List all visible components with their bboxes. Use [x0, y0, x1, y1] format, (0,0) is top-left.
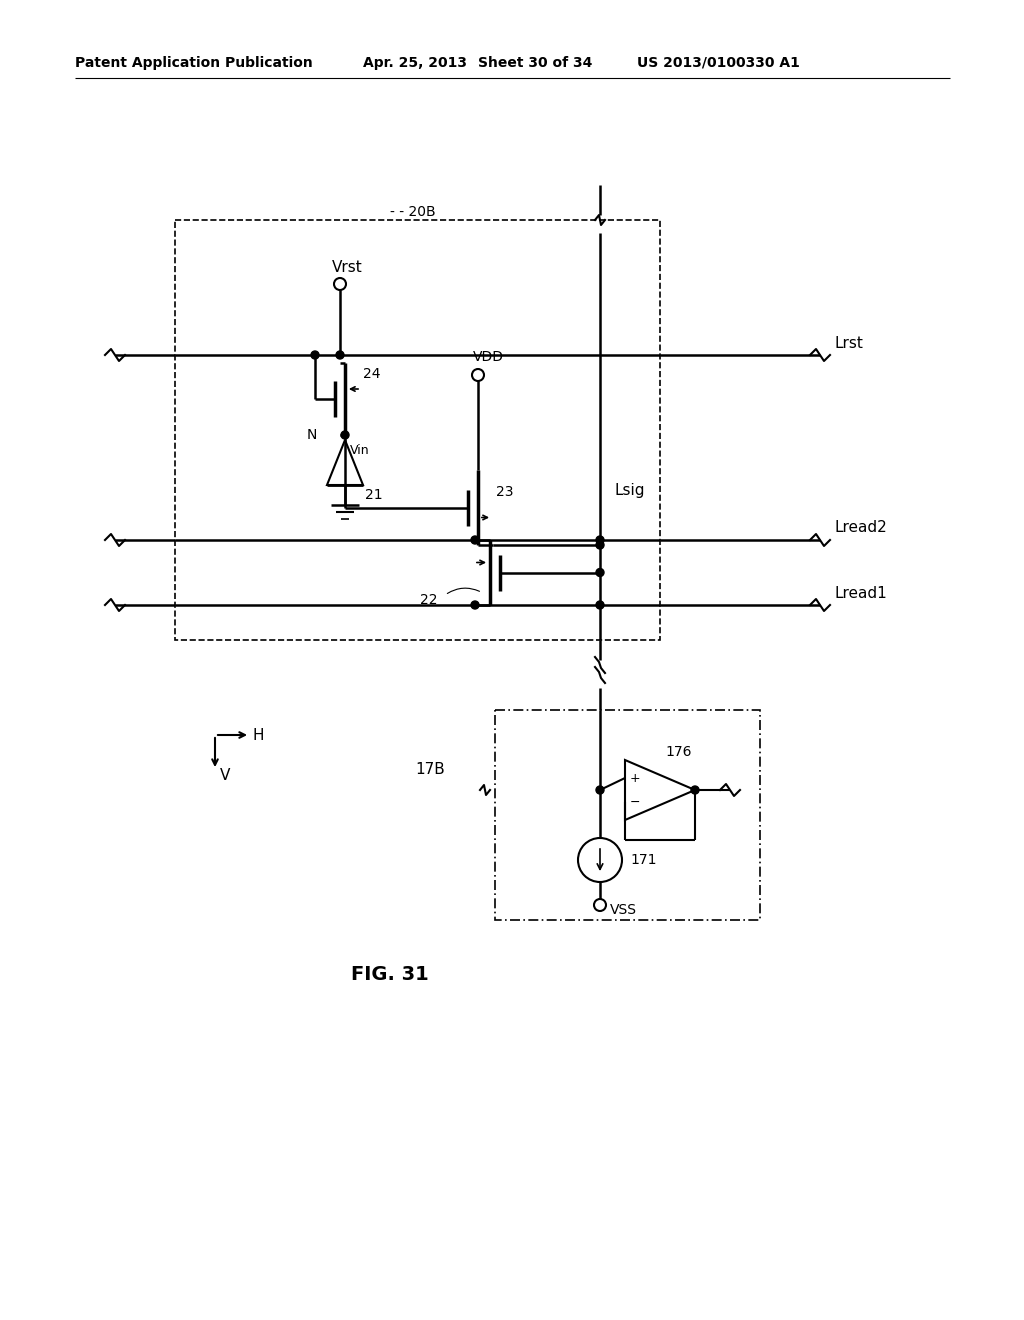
Text: H: H — [252, 727, 263, 742]
Text: 21: 21 — [365, 488, 383, 502]
Circle shape — [596, 536, 604, 544]
Text: Lread1: Lread1 — [835, 586, 888, 601]
Text: Lrst: Lrst — [835, 335, 864, 351]
Text: Patent Application Publication: Patent Application Publication — [75, 55, 312, 70]
Text: Apr. 25, 2013: Apr. 25, 2013 — [362, 55, 467, 70]
Text: N: N — [307, 428, 317, 442]
Text: +: + — [630, 771, 641, 784]
Text: 22: 22 — [420, 593, 437, 607]
Circle shape — [596, 569, 604, 577]
Circle shape — [596, 785, 604, 795]
Text: VDD: VDD — [473, 350, 504, 364]
Circle shape — [691, 785, 699, 795]
Text: - - 20B: - - 20B — [390, 205, 435, 219]
Text: Lsig: Lsig — [615, 483, 645, 498]
Circle shape — [471, 601, 479, 609]
Bar — [175, 220, 660, 640]
Text: 176: 176 — [665, 744, 691, 759]
Text: 24: 24 — [362, 367, 381, 381]
Text: Vin: Vin — [350, 444, 370, 457]
Text: VSS: VSS — [610, 903, 637, 917]
Text: Vrst: Vrst — [332, 260, 362, 275]
Bar — [495, 710, 760, 920]
Text: Lread2: Lread2 — [835, 520, 888, 536]
Circle shape — [336, 351, 344, 359]
Circle shape — [341, 432, 349, 440]
Circle shape — [471, 536, 479, 544]
Text: FIG. 31: FIG. 31 — [351, 965, 429, 985]
Text: V: V — [220, 767, 230, 783]
Text: 17B: 17B — [415, 763, 444, 777]
Circle shape — [596, 541, 604, 549]
Circle shape — [311, 351, 319, 359]
Text: 171: 171 — [630, 853, 656, 867]
Text: 23: 23 — [496, 486, 513, 499]
Circle shape — [596, 601, 604, 609]
Text: US 2013/0100330 A1: US 2013/0100330 A1 — [637, 55, 800, 70]
Text: Sheet 30 of 34: Sheet 30 of 34 — [478, 55, 592, 70]
Text: −: − — [630, 796, 640, 808]
